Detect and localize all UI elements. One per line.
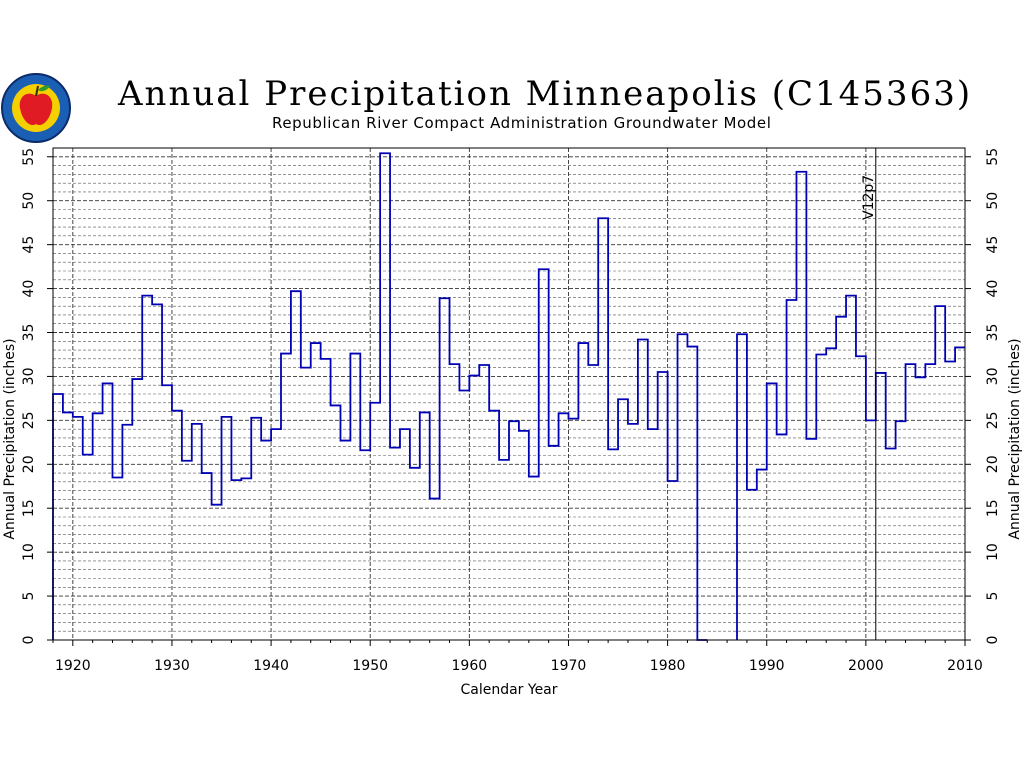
y-tick-label-right: 20 (985, 455, 1001, 473)
y-tick-label-right: 35 (985, 324, 1001, 342)
grid (53, 148, 965, 641)
marker-label: V12p7 (861, 175, 877, 220)
y-axis-label-left: Annual Precipitation (inches) (2, 338, 18, 539)
y-tick-label: 10 (21, 543, 37, 561)
x-axis-label: Calendar Year (460, 682, 557, 698)
series-step-line (736, 170, 965, 640)
chart-subtitle: Republican River Compact Administration … (272, 114, 772, 132)
y-tick-label: 55 (21, 148, 37, 166)
x-tick-label: 2000 (848, 658, 884, 674)
y-tick-label-right: 15 (985, 499, 1001, 517)
y-tick-label: 25 (21, 411, 37, 429)
y-tick-label-right: 25 (985, 411, 1001, 429)
x-tick-label: 1990 (749, 658, 785, 674)
series-step-line (52, 152, 708, 641)
y-tick-label: 50 (21, 192, 37, 210)
x-tick-label: 1960 (452, 658, 488, 674)
x-tick-label: 1940 (253, 658, 289, 674)
y-tick-label: 0 (21, 636, 37, 645)
x-tick-label: 1970 (551, 658, 587, 674)
y-tick-label: 20 (21, 455, 37, 473)
x-tick-label: 1980 (650, 658, 686, 674)
y-tick-label-right: 55 (985, 148, 1001, 166)
y-tick-label-right: 45 (985, 236, 1001, 254)
y-tick-label: 45 (21, 236, 37, 254)
marker-layer: V12p7 (861, 148, 877, 640)
y-tick-label-right: 10 (985, 543, 1001, 561)
x-tick-label: 1950 (352, 658, 388, 674)
y-tick-label: 40 (21, 280, 37, 298)
y-tick-label-right: 40 (985, 280, 1001, 298)
y-tick-label-right: 5 (985, 592, 1001, 601)
x-tick-label: 1920 (55, 658, 91, 674)
y-tick-label: 30 (21, 368, 37, 386)
chart-title: Annual Precipitation Minneapolis (C14536… (118, 74, 973, 114)
y-tick-label: 5 (21, 592, 37, 601)
y-tick-label-right: 0 (985, 636, 1001, 645)
y-tick-label-right: 30 (985, 368, 1001, 386)
y-tick-label: 35 (21, 324, 37, 342)
logo-icon (1, 73, 71, 143)
y-tick-label: 15 (21, 499, 37, 517)
x-tick-label: 2010 (947, 658, 983, 674)
y-axis-label-right: Annual Precipitation (inches) (1007, 338, 1023, 539)
series-layer (52, 152, 965, 641)
x-tick-label: 1930 (154, 658, 190, 674)
y-tick-label-right: 50 (985, 192, 1001, 210)
